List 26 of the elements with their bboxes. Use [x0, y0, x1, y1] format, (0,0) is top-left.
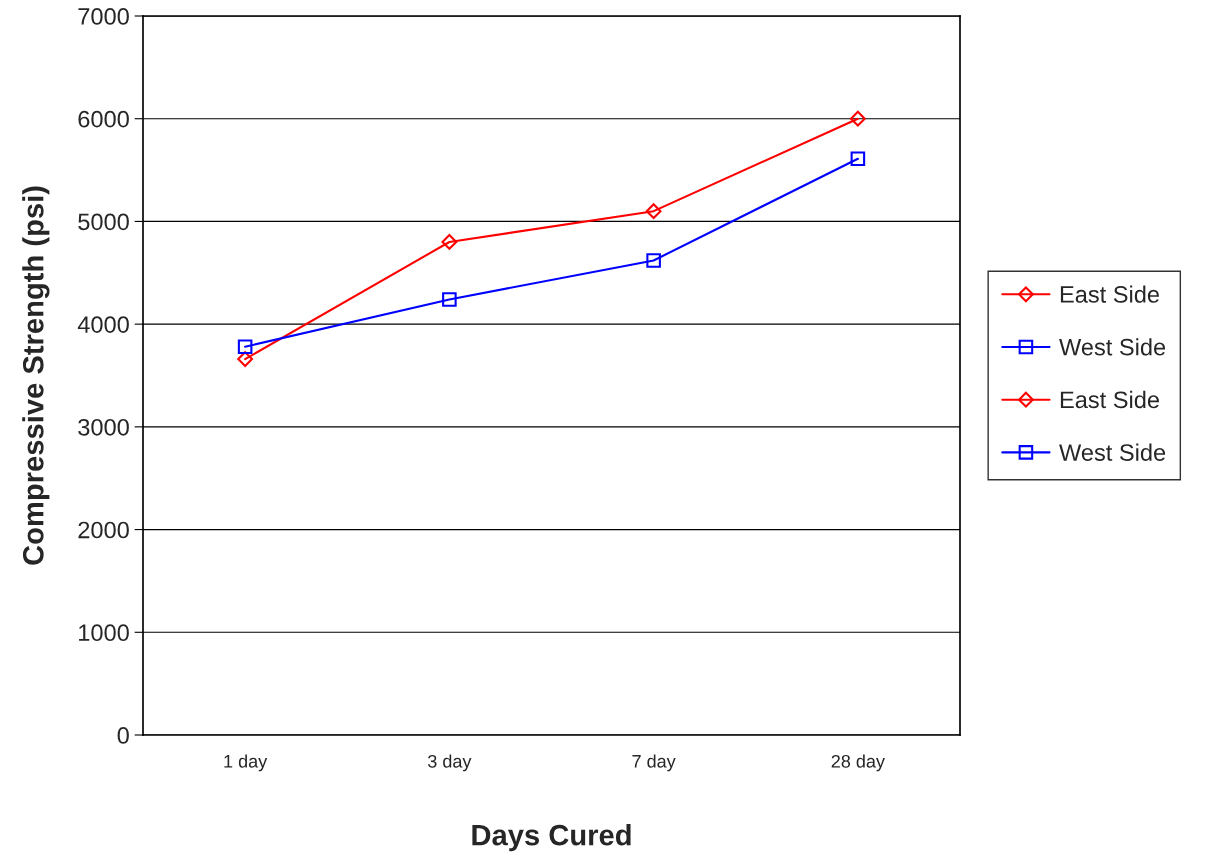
point	[441, 234, 458, 250]
x-tick-label: 28 day	[831, 754, 885, 772]
x-tick-label: 7 day	[632, 754, 676, 772]
legend-label: East Side	[1060, 390, 1159, 409]
legend-label: East Side	[1060, 285, 1159, 303]
point	[237, 351, 254, 367]
point	[645, 203, 662, 220]
x-tick-label: 1 day	[224, 754, 268, 772]
y-tick-label: 7000	[78, 8, 129, 25]
point	[850, 151, 866, 167]
point	[237, 339, 253, 355]
y-tick-label: 2000	[78, 521, 129, 539]
y-tick-label: 4000	[77, 316, 129, 333]
point	[849, 110, 866, 127]
y-tick-label: 1000	[79, 624, 129, 642]
point	[646, 253, 661, 268]
y-axis-title: Compressive Strength (psi)	[22, 186, 50, 565]
x-tick-label: 3 day	[427, 754, 472, 772]
x-axis-title: Days Cured	[472, 824, 631, 852]
legend-label: West Side	[1059, 443, 1166, 461]
legend-label: West Side	[1059, 338, 1166, 356]
point	[442, 292, 457, 307]
y-tick-label: 0	[117, 727, 129, 744]
y-tick-label: 5000	[78, 213, 129, 231]
y-tick-label: 3000	[78, 418, 129, 436]
y-tick-label: 6000	[78, 110, 129, 128]
